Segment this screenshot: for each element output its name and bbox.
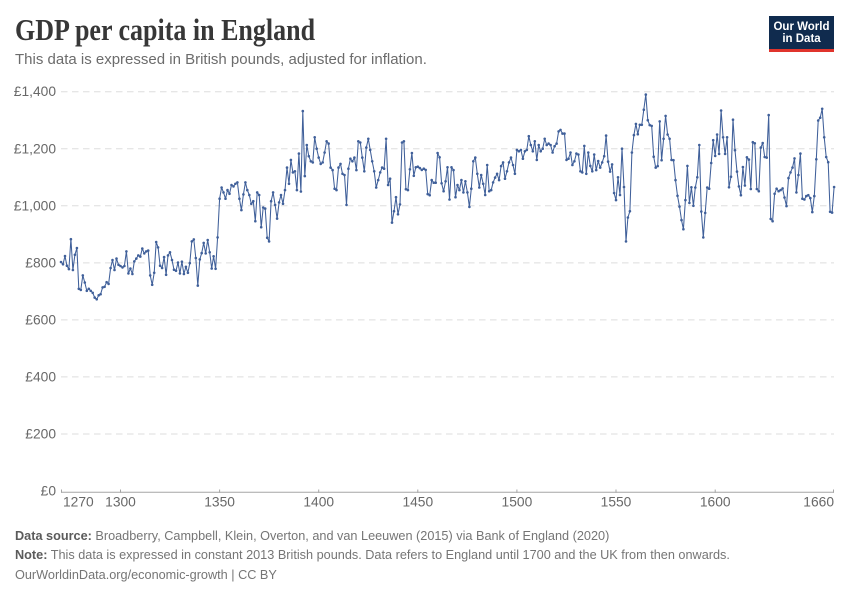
svg-text:1270: 1270 <box>63 495 94 510</box>
svg-text:1450: 1450 <box>402 495 433 510</box>
svg-text:£0: £0 <box>41 484 57 499</box>
svg-text:£800: £800 <box>25 255 56 270</box>
svg-text:£1,200: £1,200 <box>14 141 57 156</box>
svg-text:1350: 1350 <box>204 495 235 510</box>
svg-text:£400: £400 <box>25 369 56 384</box>
svg-text:1600: 1600 <box>700 495 731 510</box>
svg-text:1300: 1300 <box>105 495 136 510</box>
svg-text:£1,000: £1,000 <box>14 198 57 213</box>
svg-text:1550: 1550 <box>601 495 632 510</box>
svg-text:1500: 1500 <box>502 495 533 510</box>
svg-text:1660: 1660 <box>803 495 834 510</box>
svg-text:£200: £200 <box>25 426 56 441</box>
svg-text:£1,400: £1,400 <box>14 84 57 99</box>
svg-text:1400: 1400 <box>303 495 334 510</box>
svg-text:£600: £600 <box>25 312 56 327</box>
